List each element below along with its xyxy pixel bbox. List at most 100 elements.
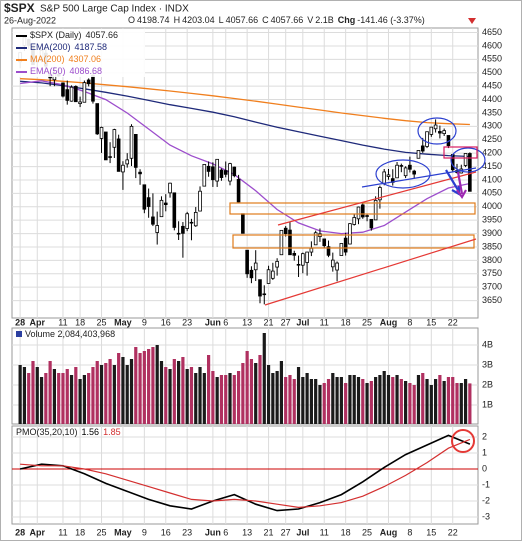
y-tick-label: 2B <box>482 379 493 389</box>
candle-body <box>369 218 374 229</box>
volume-bar <box>74 367 78 424</box>
volume-bar <box>245 351 249 424</box>
text-part: V <box>307 15 313 25</box>
candle-body <box>442 130 446 135</box>
candle-body <box>172 192 177 228</box>
candle-body <box>271 270 275 279</box>
candle-body <box>360 204 365 218</box>
volume-bar <box>236 371 241 424</box>
candle-body <box>142 184 147 210</box>
volume-bar <box>219 375 224 424</box>
volume-bar <box>309 379 313 424</box>
candle-body <box>339 243 344 256</box>
y-tick-label: 4600 <box>482 40 502 50</box>
candle-body <box>211 166 215 181</box>
candle-body <box>262 293 267 296</box>
volume-bar <box>181 357 185 424</box>
candle-body <box>438 131 442 134</box>
volume-bar <box>206 355 211 424</box>
volume-bar <box>241 363 245 424</box>
y-tick-label: -3 <box>482 511 490 521</box>
text-part: 4198.74 <box>137 15 170 25</box>
volume-bar <box>228 373 232 424</box>
candle-body <box>103 131 108 161</box>
volume-bar <box>172 359 176 424</box>
y-tick-label: 3750 <box>482 268 502 278</box>
volume-bar <box>117 353 121 424</box>
volume-bar <box>164 367 168 424</box>
volume-bar <box>35 367 39 424</box>
volume-bar <box>395 375 399 424</box>
volume-bar <box>224 375 228 424</box>
x-tick-label: 23 <box>182 317 192 327</box>
y-tick-label: 3950 <box>482 215 502 225</box>
legend-entry: $SPX (Daily) 4057.66 <box>30 30 118 40</box>
candle-body <box>155 225 159 233</box>
y-tick-label: 3650 <box>482 295 502 305</box>
candle-body <box>82 82 87 103</box>
volume-bar <box>147 349 151 424</box>
y-tick-label: 3850 <box>482 241 502 251</box>
volume-bar <box>82 375 86 424</box>
text-part: 1.56 <box>82 427 100 437</box>
y-tick-label: 2 <box>482 431 487 441</box>
y-tick-label: 4350 <box>482 107 502 117</box>
volume-bar <box>356 377 361 424</box>
trend-line <box>277 171 477 226</box>
x-tick-label: 6 <box>223 527 228 537</box>
legend-swatch <box>16 331 22 337</box>
volume-bar <box>27 373 31 424</box>
volume-bar <box>288 375 292 424</box>
x-tick-label: 28 <box>15 527 25 537</box>
candle-body <box>301 253 305 266</box>
x-tick-label: 16 <box>161 527 171 537</box>
volume-bar <box>177 361 181 424</box>
x-tick-label: 21 <box>264 317 274 327</box>
volume-bar <box>215 377 219 424</box>
candle-body <box>168 182 172 194</box>
y-tick-label: 1 <box>482 447 487 457</box>
candle-body <box>412 170 416 175</box>
candle-body <box>326 246 331 256</box>
pattern-circle <box>417 117 457 145</box>
volume-bar <box>284 377 288 424</box>
candle-body <box>348 223 352 245</box>
volume-bar <box>104 363 108 424</box>
volume-bar <box>446 377 451 424</box>
y-tick-label: 4100 <box>482 174 502 184</box>
text-part: -141.46 (-3.37%) <box>357 15 425 25</box>
candle-body <box>425 131 429 147</box>
x-tick-label: 28 <box>15 317 25 327</box>
volume-bar <box>459 383 463 424</box>
volume-bar <box>271 373 275 424</box>
text-part: MA(200) <box>30 54 65 64</box>
volume-bar <box>335 377 339 424</box>
volume-bar <box>433 379 438 424</box>
text-part: C <box>262 15 269 25</box>
candle-body <box>266 269 271 284</box>
x-tick-label: Jun <box>205 527 221 537</box>
candle-body <box>91 75 95 102</box>
volume-bar <box>185 369 189 424</box>
volume-bar <box>39 377 44 424</box>
candle-body <box>249 269 254 279</box>
x-tick-label: 15 <box>426 317 436 327</box>
y-tick-label: 4500 <box>482 67 502 77</box>
y-tick-label: 3B <box>482 359 493 369</box>
volume-bar <box>455 383 459 424</box>
legend-box <box>13 29 145 77</box>
volume-bar <box>416 375 421 424</box>
candle-body <box>232 166 237 177</box>
x-tick-label: 11 <box>58 317 67 327</box>
candle-body <box>343 237 348 253</box>
volume-bar <box>352 375 356 424</box>
candle-body <box>408 164 412 170</box>
text-part: Chg <box>338 15 356 25</box>
volume-bar <box>275 371 279 424</box>
x-tick-label: 11 <box>320 317 329 327</box>
candle-body <box>78 101 82 104</box>
candle-body <box>185 213 189 229</box>
candle-body <box>292 253 297 256</box>
volume-bar <box>348 375 352 424</box>
x-tick-label: Aug <box>380 527 398 537</box>
